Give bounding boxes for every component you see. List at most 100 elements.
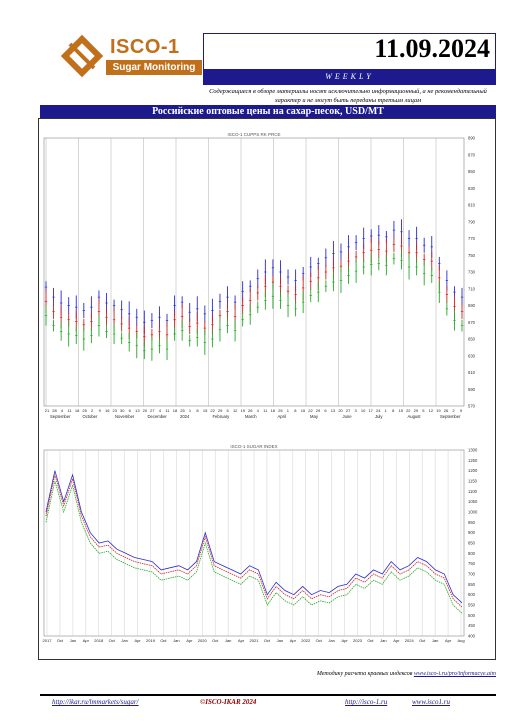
y-tick-label: 1200 [468, 468, 478, 473]
chart-subtitle: ISCO-1 CUPPS RK PRCE [227, 132, 280, 137]
x-tick-label: 8 [294, 408, 297, 413]
brand-name: ISCO-1 [110, 36, 180, 58]
footer-link-left[interactable]: http://ikar.ru/lmmarkets/sugar/ [52, 698, 139, 706]
footer-bar [40, 694, 496, 710]
x-tick-label: 11 [165, 408, 170, 413]
x-tick-label: 15 [399, 408, 404, 413]
x-tick-label: 2024 [405, 638, 415, 643]
x-tick-label: Oct [109, 638, 116, 643]
x-tick-label: 27 [346, 408, 351, 413]
x-tick-label: Jan [328, 638, 334, 643]
x-tick-label: Oct [160, 638, 167, 643]
y-tick-label: 800 [468, 551, 476, 556]
x-month-label: March [245, 414, 257, 419]
y-tick-label: 1050 [468, 499, 478, 504]
x-tick-label: 9 [460, 408, 463, 413]
x-tick-label: 13 [135, 408, 140, 413]
x-month-label: September [50, 414, 71, 419]
x-month-label: 2024 [180, 414, 190, 419]
y-tick-label: 700 [468, 572, 476, 577]
x-tick-label: 22 [210, 408, 215, 413]
x-tick-label: 20 [338, 408, 343, 413]
x-tick-label: 29 [316, 408, 321, 413]
x-tick-label: Apr [186, 638, 193, 643]
y-tick-label: 1300 [468, 448, 478, 453]
x-tick-label: Oct [419, 638, 426, 643]
footer-note-link[interactable]: www.isco-i.ru/pro/informacye.aim [413, 671, 496, 677]
charts-svg: ISCO-1 CUPPS RK PRCE57059061063065067069… [43, 132, 478, 643]
x-tick-label: 19 [436, 408, 441, 413]
x-tick-label: 6 [324, 408, 327, 413]
chart-subtitle: ISCO-1 SUGAR INDEX [230, 444, 277, 449]
y-tick-label: 590 [468, 387, 476, 392]
footer-link-2[interactable]: www.isco1.ru [412, 698, 450, 706]
footer-note: Методику расчета краевых индексов www.is… [270, 671, 496, 677]
y-tick-label: 1250 [468, 458, 478, 463]
x-tick-label: 8 [392, 408, 395, 413]
x-tick-label: Apr [341, 638, 348, 643]
x-tick-label: 2 [91, 408, 94, 413]
x-tick-label: 2021 [250, 638, 260, 643]
x-tick-label: 16 [105, 408, 110, 413]
x-tick-label: Oct [57, 638, 64, 643]
x-tick-label: 15 [301, 408, 306, 413]
brand-tagline: Sugar Monitoring [106, 60, 202, 75]
x-tick-label: 4 [257, 408, 260, 413]
x-tick-label: Jan [277, 638, 283, 643]
x-tick-label: 28 [52, 408, 57, 413]
y-tick-label: 400 [468, 634, 476, 639]
y-tick-label: 750 [468, 253, 476, 258]
x-month-label: October [83, 414, 99, 419]
x-tick-label: 4 [159, 408, 162, 413]
x-tick-label: Jan [432, 638, 438, 643]
x-tick-label: 12 [233, 408, 238, 413]
x-tick-label: 10 [361, 408, 366, 413]
y-tick-label: 670 [468, 320, 476, 325]
y-tick-label: 690 [468, 303, 476, 308]
top-chart: ISCO-1 CUPPS RK PRCE57059061063065067069… [43, 132, 476, 419]
x-month-label: February [213, 414, 231, 419]
y-tick-label: 750 [468, 561, 476, 566]
x-tick-label: 24 [376, 408, 381, 413]
y-tick-label: 900 [468, 530, 476, 535]
x-tick-label: 11 [68, 408, 73, 413]
x-tick-label: 21 [45, 408, 50, 413]
x-month-label: September [440, 414, 461, 419]
y-tick-label: 810 [468, 203, 476, 208]
y-tick-label: 870 [468, 152, 476, 157]
x-tick-label: 1 [287, 408, 290, 413]
x-tick-label: 5 [422, 408, 425, 413]
y-tick-label: 550 [468, 603, 476, 608]
x-tick-label: 4 [61, 408, 64, 413]
x-tick-label: Apr [238, 638, 245, 643]
chart-title: Российские оптовые цены на сахар-песок, … [40, 105, 496, 118]
x-tick-label: Jan [121, 638, 127, 643]
disclaimer: Содержащиеся в обзоре материалы носят ис… [209, 88, 487, 104]
x-tick-label: 17 [368, 408, 373, 413]
y-tick-label: 730 [468, 270, 476, 275]
bottom-chart: ISCO-1 SUGAR INDEX 400 450 500 550 600 650 700 7… [43, 444, 478, 643]
x-tick-label: 20 [143, 408, 148, 413]
y-tick-label: 850 [468, 541, 476, 546]
x-tick-label: 2019 [146, 638, 156, 643]
x-tick-label: 15 [203, 408, 208, 413]
y-tick-label: 650 [468, 337, 476, 342]
x-tick-label: 2017 [43, 638, 53, 643]
x-tick-label: 23 [113, 408, 118, 413]
x-tick-label: 30 [120, 408, 125, 413]
x-month-label: August [408, 414, 422, 419]
footer-note-text: Методику расчета краевых индексов [316, 671, 413, 677]
period-bar: WEEKLY [203, 69, 496, 85]
series-line-1 [45, 474, 463, 608]
y-tick-label: 890 [468, 136, 476, 141]
footer-link-1[interactable]: http://isco-1.ru [345, 698, 388, 706]
x-tick-label: 8 [196, 408, 199, 413]
footer-copyright: ©ISCO-IKAR 2024 [200, 698, 257, 706]
y-tick-label: 950 [468, 520, 476, 525]
y-tick-label: 500 [468, 613, 476, 618]
y-tick-label: 710 [468, 286, 476, 291]
x-tick-label: Jan [225, 638, 231, 643]
plot-area [43, 137, 465, 407]
x-tick-label: Apr [445, 638, 452, 643]
x-tick-label: 1 [189, 408, 192, 413]
